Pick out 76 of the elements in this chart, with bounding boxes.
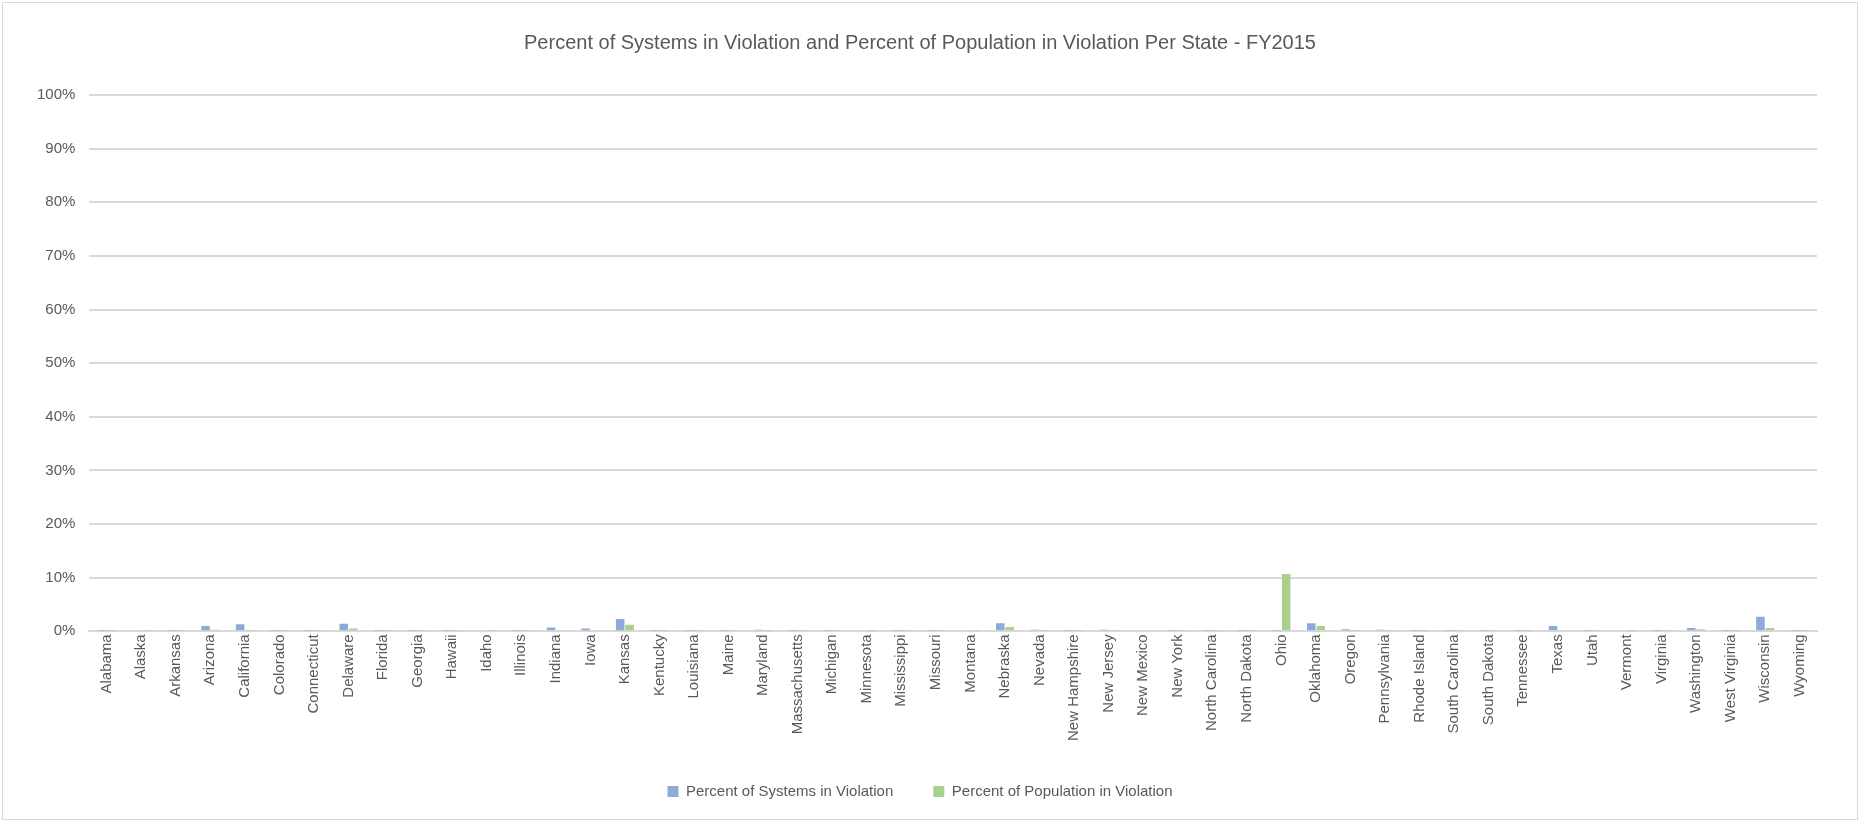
bar bbox=[995, 623, 1005, 631]
bar bbox=[235, 624, 245, 631]
bar bbox=[201, 625, 210, 631]
y-tick-label: 60% bbox=[45, 299, 76, 317]
bar bbox=[1756, 616, 1765, 631]
x-tick-label: Minnesota bbox=[856, 633, 874, 704]
x-tick-label: Kansas bbox=[615, 634, 633, 685]
bar bbox=[339, 623, 349, 631]
x-tick-label: Washington bbox=[1686, 634, 1704, 713]
y-tick-label: 0% bbox=[53, 621, 76, 639]
x-tick-label: Montana bbox=[960, 633, 978, 693]
bar bbox=[615, 618, 625, 631]
x-tick-label: Alabama bbox=[96, 633, 114, 694]
x-tick-label: West Virginia bbox=[1720, 633, 1738, 723]
x-tick-label: Kentucky bbox=[649, 633, 667, 696]
y-tick-label: 10% bbox=[45, 567, 76, 585]
x-tick-label: New Mexico bbox=[1133, 634, 1151, 716]
x-tick-label: Ohio bbox=[1271, 634, 1289, 666]
y-tick-label: 70% bbox=[45, 246, 76, 264]
bar bbox=[625, 624, 634, 631]
x-tick-label: Indiana bbox=[545, 633, 563, 684]
bar bbox=[1005, 627, 1015, 631]
x-tick-label: New York bbox=[1167, 633, 1185, 698]
x-tick-label: Massachusetts bbox=[787, 634, 805, 735]
x-tick-label: Texas bbox=[1548, 634, 1565, 674]
x-tick-label: Pennsylvania bbox=[1375, 633, 1393, 724]
x-tick-label: Nebraska bbox=[995, 633, 1013, 699]
y-tick-label: 30% bbox=[45, 460, 76, 478]
x-tick-label: California bbox=[234, 633, 252, 698]
legend-label: Percent of Systems in Violation bbox=[685, 781, 894, 799]
x-tick-label: South Carolina bbox=[1444, 633, 1462, 734]
x-tick-label: Arkansas bbox=[165, 634, 183, 697]
x-tick-label: North Dakota bbox=[1237, 633, 1255, 723]
x-tick-label: Oregon bbox=[1340, 634, 1358, 685]
x-tick-label: Arizona bbox=[200, 633, 218, 686]
x-tick-label: Utah bbox=[1582, 634, 1600, 666]
y-tick-label: 90% bbox=[45, 138, 76, 156]
x-tick-label: South Dakota bbox=[1478, 633, 1496, 726]
x-tick-label: Louisiana bbox=[684, 633, 702, 699]
y-tick-label: 20% bbox=[45, 514, 76, 532]
y-tick-label: 100% bbox=[36, 85, 76, 103]
bar bbox=[1316, 625, 1326, 631]
x-tick-label: Rhode Island bbox=[1409, 634, 1427, 723]
legend-label: Percent of Population in Violation bbox=[951, 781, 1173, 799]
x-tick-label: Iowa bbox=[580, 633, 598, 666]
x-tick-label: North Carolina bbox=[1202, 633, 1220, 732]
y-tick-label: 40% bbox=[45, 406, 76, 424]
x-tick-label: Georgia bbox=[407, 633, 425, 688]
chart-title: Percent of Systems in Violation and Percent of Population in Violation Per State - FY2015 bbox=[524, 30, 1316, 53]
y-tick-label: 80% bbox=[45, 192, 76, 210]
x-tick-label: Maine bbox=[718, 634, 736, 676]
x-tick-label: Alaska bbox=[131, 633, 149, 680]
x-tick-label: Oklahoma bbox=[1306, 633, 1324, 703]
x-tick-label: Tennessee bbox=[1513, 634, 1531, 707]
x-tick-label: Mississippi bbox=[891, 634, 909, 707]
bar bbox=[1281, 573, 1291, 631]
x-tick-label: Michigan bbox=[822, 634, 840, 695]
x-tick-label: Connecticut bbox=[304, 633, 322, 714]
x-tick-label: Wisconsin bbox=[1755, 634, 1773, 703]
x-tick-label: New Hampshire bbox=[1064, 634, 1082, 741]
x-tick-label: Wyoming bbox=[1789, 634, 1807, 697]
x-tick-label: Delaware bbox=[338, 634, 356, 698]
x-tick-label: Illinois bbox=[511, 634, 529, 676]
bar bbox=[1306, 623, 1316, 631]
x-tick-label: Hawaii bbox=[442, 634, 460, 680]
x-tick-label: Missouri bbox=[926, 634, 944, 691]
y-tick-label: 50% bbox=[45, 353, 76, 371]
x-tick-label: Nevada bbox=[1029, 633, 1047, 686]
bar bbox=[1687, 628, 1696, 631]
x-tick-label: Florida bbox=[373, 633, 391, 681]
x-tick-label: Maryland bbox=[753, 634, 771, 696]
x-tick-label: Vermont bbox=[1617, 633, 1635, 691]
x-tick-label: Idaho bbox=[476, 634, 494, 672]
x-tick-label: Virginia bbox=[1651, 633, 1669, 685]
x-tick-label: Colorado bbox=[269, 634, 287, 696]
x-tick-label: New Jersey bbox=[1098, 633, 1116, 713]
